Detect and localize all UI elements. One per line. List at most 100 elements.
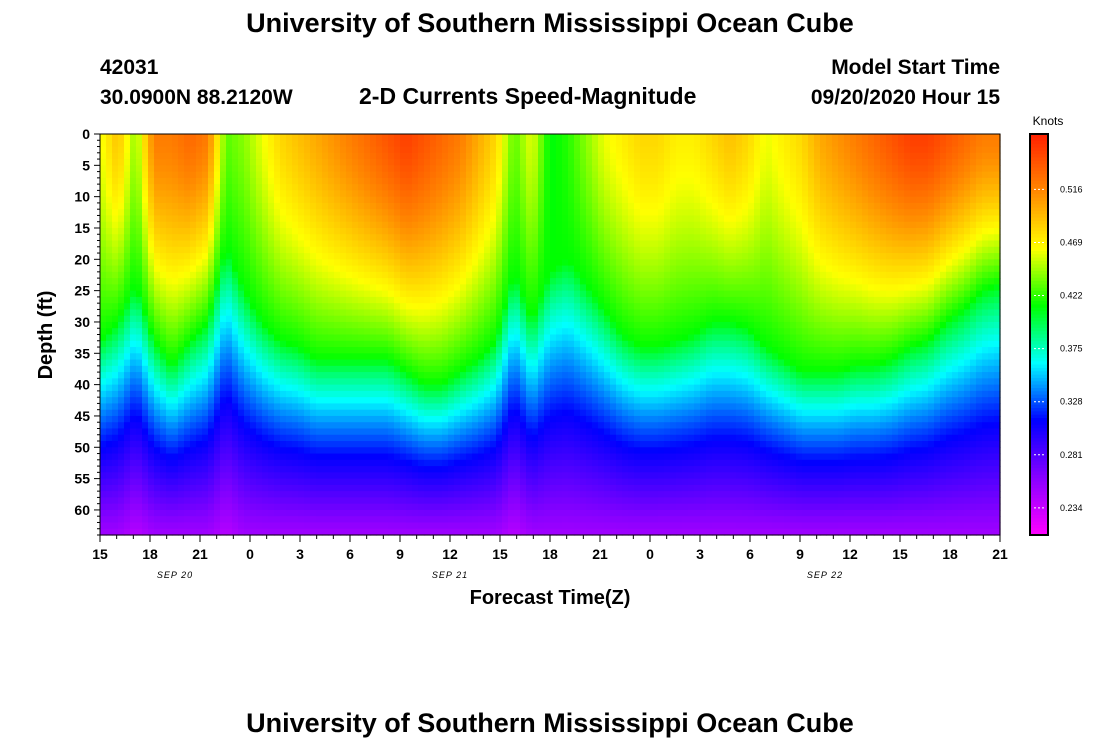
heatmap-cell bbox=[418, 453, 425, 461]
heatmap-cell bbox=[490, 259, 497, 267]
heatmap-cell bbox=[526, 303, 533, 311]
heatmap-cell bbox=[454, 453, 461, 461]
heatmap-cell bbox=[298, 140, 305, 148]
heatmap-cell bbox=[472, 328, 479, 336]
heatmap-cell bbox=[160, 528, 167, 536]
heatmap-cell bbox=[376, 459, 383, 467]
heatmap-cell bbox=[274, 196, 281, 204]
heatmap-cell bbox=[322, 259, 329, 267]
heatmap-cell bbox=[244, 215, 251, 223]
heatmap-cell bbox=[400, 309, 407, 317]
heatmap-cell bbox=[142, 466, 149, 473]
heatmap-cell bbox=[286, 434, 293, 442]
heatmap-cell bbox=[256, 491, 263, 499]
heatmap-cell bbox=[412, 466, 419, 473]
heatmap-cell bbox=[562, 278, 569, 285]
heatmap-cell bbox=[142, 177, 149, 185]
heatmap-cell bbox=[214, 428, 221, 436]
heatmap-cell bbox=[394, 347, 401, 354]
heatmap-cell bbox=[304, 152, 311, 160]
heatmap-cell bbox=[268, 221, 275, 229]
heatmap-cell bbox=[526, 209, 533, 217]
heatmap-cell bbox=[106, 409, 113, 417]
heatmap-cell bbox=[520, 497, 527, 505]
heatmap-cell bbox=[160, 271, 167, 279]
heatmap-cell bbox=[112, 209, 119, 217]
heatmap-cell bbox=[298, 227, 305, 235]
heatmap-cell bbox=[256, 171, 263, 179]
heatmap-cell bbox=[190, 478, 197, 486]
heatmap-cell bbox=[118, 296, 125, 304]
heatmap-cell bbox=[448, 278, 455, 285]
heatmap-cell bbox=[388, 171, 395, 179]
heatmap-cell bbox=[490, 328, 497, 336]
heatmap-cell bbox=[460, 209, 467, 217]
heatmap-cell bbox=[406, 466, 413, 473]
heatmap-cell bbox=[358, 309, 365, 317]
heatmap-cell bbox=[232, 384, 239, 392]
heatmap-cell bbox=[142, 484, 149, 492]
heatmap-cell bbox=[166, 522, 173, 530]
heatmap-cell bbox=[442, 284, 449, 292]
heatmap-cell bbox=[442, 159, 449, 166]
heatmap-cell bbox=[280, 146, 287, 154]
heatmap-cell bbox=[388, 372, 395, 379]
heatmap-cell bbox=[154, 328, 161, 336]
heatmap-cell bbox=[376, 227, 383, 235]
heatmap-cell bbox=[406, 403, 413, 411]
heatmap-cell bbox=[454, 221, 461, 229]
heatmap-cell bbox=[184, 328, 191, 336]
heatmap-cell bbox=[460, 516, 467, 524]
heatmap-cell bbox=[466, 246, 473, 254]
heatmap-cell bbox=[334, 472, 341, 480]
heatmap-cell bbox=[244, 478, 251, 486]
heatmap-cell bbox=[214, 472, 221, 480]
heatmap-cell bbox=[130, 359, 137, 367]
heatmap-cell bbox=[334, 221, 341, 229]
heatmap-cell bbox=[166, 516, 173, 524]
heatmap-cell bbox=[142, 209, 149, 217]
heatmap-cell bbox=[370, 447, 377, 455]
heatmap-cell bbox=[418, 221, 425, 229]
heatmap-cell bbox=[172, 478, 179, 486]
heatmap-cell bbox=[250, 516, 257, 524]
heatmap-cell bbox=[382, 478, 389, 486]
heatmap-cell bbox=[544, 290, 551, 298]
heatmap-cell bbox=[382, 234, 389, 242]
heatmap-cell bbox=[538, 422, 545, 430]
heatmap-cell bbox=[520, 434, 527, 442]
heatmap-cell bbox=[334, 303, 341, 311]
heatmap-cell bbox=[142, 202, 149, 210]
heatmap-cell bbox=[178, 415, 185, 423]
heatmap-cell bbox=[262, 472, 269, 480]
heatmap-cell bbox=[166, 447, 173, 455]
heatmap-cell bbox=[106, 472, 113, 480]
heatmap-cell bbox=[544, 503, 551, 511]
heatmap-cell bbox=[550, 441, 557, 448]
heatmap-cell bbox=[496, 227, 503, 235]
heatmap-cell bbox=[364, 428, 371, 436]
heatmap-cell bbox=[544, 390, 551, 398]
heatmap-cell bbox=[382, 503, 389, 511]
heatmap-cell bbox=[160, 334, 167, 342]
heatmap-cell bbox=[346, 353, 353, 361]
heatmap-cell bbox=[334, 459, 341, 467]
heatmap-cell bbox=[520, 328, 527, 336]
heatmap-cell bbox=[340, 459, 347, 467]
heatmap-cell bbox=[184, 221, 191, 229]
heatmap-cell bbox=[238, 146, 245, 154]
heatmap-cell bbox=[298, 403, 305, 411]
heatmap-cell bbox=[208, 453, 215, 461]
heatmap-cell bbox=[484, 140, 491, 148]
heatmap-cell bbox=[442, 390, 449, 398]
heatmap-cell bbox=[436, 453, 443, 461]
heatmap-cell bbox=[100, 265, 107, 273]
heatmap-cell bbox=[238, 422, 245, 430]
heatmap-cell bbox=[538, 528, 545, 536]
heatmap-cell bbox=[106, 422, 113, 430]
heatmap-cell bbox=[412, 434, 419, 442]
heatmap-cell bbox=[142, 347, 149, 354]
heatmap-cell bbox=[406, 315, 413, 323]
heatmap-cell bbox=[328, 227, 335, 235]
heatmap-cell bbox=[274, 340, 281, 348]
